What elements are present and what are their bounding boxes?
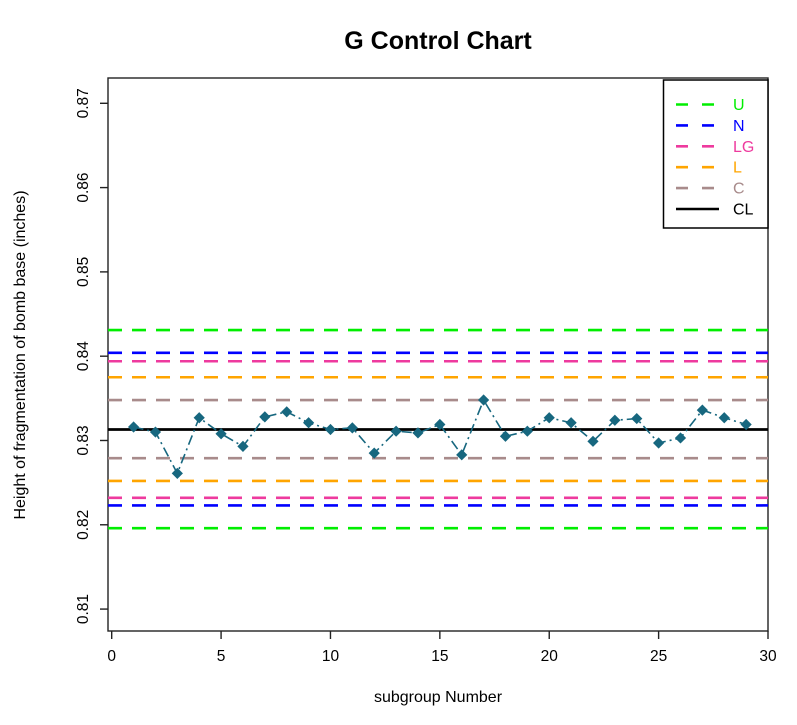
data-point-marker	[346, 422, 358, 434]
data-point-marker	[543, 412, 555, 424]
data-point-marker	[718, 412, 730, 424]
x-tick-label: 15	[431, 648, 448, 665]
data-point-marker	[521, 425, 533, 437]
legend-label-LG: LG	[733, 139, 754, 156]
x-tick-label: 25	[650, 648, 667, 665]
y-tick-label: 0.84	[75, 341, 92, 372]
plot-box	[107, 77, 769, 632]
legend-label-N: N	[733, 118, 745, 135]
x-tick-label: 20	[541, 648, 559, 665]
data-point-marker	[456, 449, 468, 461]
legend-label-C: C	[733, 181, 745, 198]
data-point-marker	[237, 440, 249, 452]
data-point-marker	[149, 426, 162, 438]
data-point-marker	[390, 425, 402, 437]
data-point-marker	[674, 432, 687, 444]
data-point-marker	[324, 423, 337, 436]
y-tick-label: 0.83	[75, 425, 92, 455]
x-tick-label: 5	[217, 648, 226, 665]
data-point-marker	[368, 447, 380, 459]
legend-label-U: U	[733, 97, 745, 114]
y-axis-title: Height of fragmentation of bomb base (in…	[12, 190, 29, 519]
chart-title: G Control Chart	[344, 27, 532, 55]
data-point-marker	[631, 412, 643, 425]
data-point-marker	[609, 414, 621, 426]
y-tick-label: 0.87	[75, 88, 92, 118]
data-point-marker	[740, 418, 752, 431]
plot-area: 0.81 0.82 0.83 0.84 0.85 0.86 0.87 0 5 10 15 20 25 30…	[75, 77, 777, 665]
data-point-marker	[281, 406, 293, 418]
data-point-marker	[259, 411, 271, 423]
data-point-marker	[499, 430, 512, 442]
data-point-marker	[565, 417, 577, 429]
data-point-marker	[215, 428, 227, 440]
legend-label-CL: CL	[733, 202, 754, 219]
x-tick-label: 0	[107, 648, 116, 665]
data-point-marker	[302, 417, 315, 429]
data-point-marker	[587, 435, 599, 447]
y-tick-label: 0.86	[75, 173, 92, 203]
data-point-marker	[127, 421, 140, 433]
y-tick-label: 0.81	[75, 594, 92, 624]
data-point-marker	[653, 437, 665, 449]
data-point-marker	[412, 427, 424, 439]
legend-label-L: L	[733, 160, 742, 177]
series-line	[133, 398, 747, 476]
x-tick-label: 30	[759, 648, 777, 665]
y-tick-label: 0.85	[75, 257, 92, 287]
x-tick-label: 10	[322, 648, 340, 665]
data-point-marker	[171, 467, 183, 479]
data-point-marker	[193, 412, 205, 424]
y-tick-label: 0.82	[75, 510, 92, 540]
x-axis-title: subgroup Number	[374, 689, 503, 706]
data-point-marker	[478, 394, 490, 406]
data-point-marker	[434, 418, 446, 431]
data-point-marker	[696, 404, 708, 416]
